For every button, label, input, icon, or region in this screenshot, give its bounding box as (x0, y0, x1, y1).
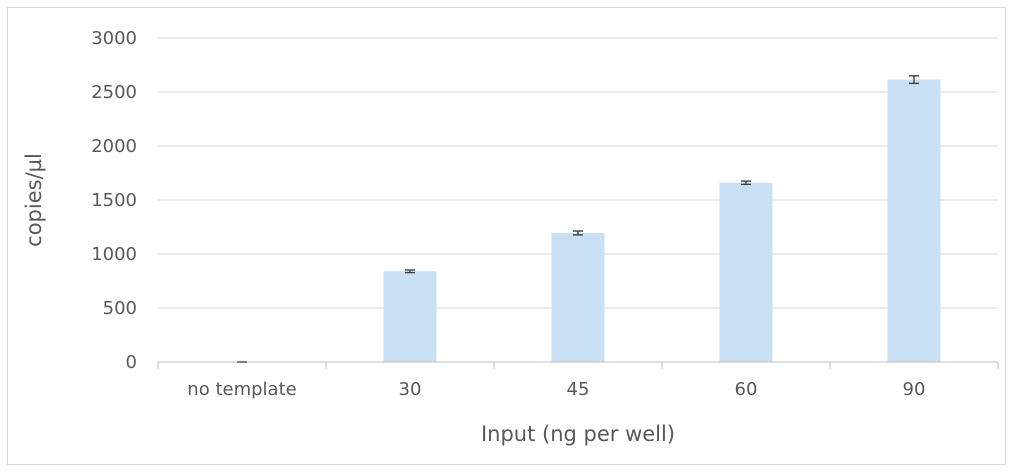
x-tick-label: 60 (735, 379, 758, 400)
error-bar (405, 269, 415, 274)
y-tick-label: 1000 (91, 244, 137, 265)
bar-90 (887, 79, 941, 362)
y-tick-label: 500 (103, 298, 137, 319)
x-tick-labels: no template 30 45 60 90 (187, 379, 925, 400)
error-bars (237, 75, 919, 364)
gridlines (158, 37, 998, 309)
y-tick-label: 2000 (91, 136, 137, 157)
bars (383, 79, 941, 362)
chart-frame: 0 500 1000 1500 2000 2500 3000 no template 30 45… (7, 7, 1006, 465)
error-bar (573, 230, 583, 236)
bar-60 (719, 182, 773, 362)
x-tick-label: 90 (903, 379, 926, 400)
x-axis (157, 361, 999, 369)
y-tick-label: 3000 (91, 28, 137, 49)
error-bar (909, 75, 919, 85)
x-tick-label: 45 (567, 379, 590, 400)
bar-45 (551, 232, 605, 362)
y-tick-label: 1500 (91, 190, 137, 211)
y-axis-title: copies/µl (22, 153, 46, 247)
y-tick-label: 2500 (91, 82, 137, 103)
x-tick-label: 30 (399, 379, 422, 400)
y-tick-labels: 0 500 1000 1500 2000 2500 3000 (91, 28, 137, 373)
error-bar (741, 180, 751, 186)
x-axis-title: Input (ng per well) (481, 422, 675, 446)
bar-30 (383, 271, 437, 362)
bar-chart: 0 500 1000 1500 2000 2500 3000 no template 30 45… (22, 28, 999, 446)
x-tick-label: no template (187, 379, 296, 400)
y-tick-label: 0 (126, 352, 137, 373)
